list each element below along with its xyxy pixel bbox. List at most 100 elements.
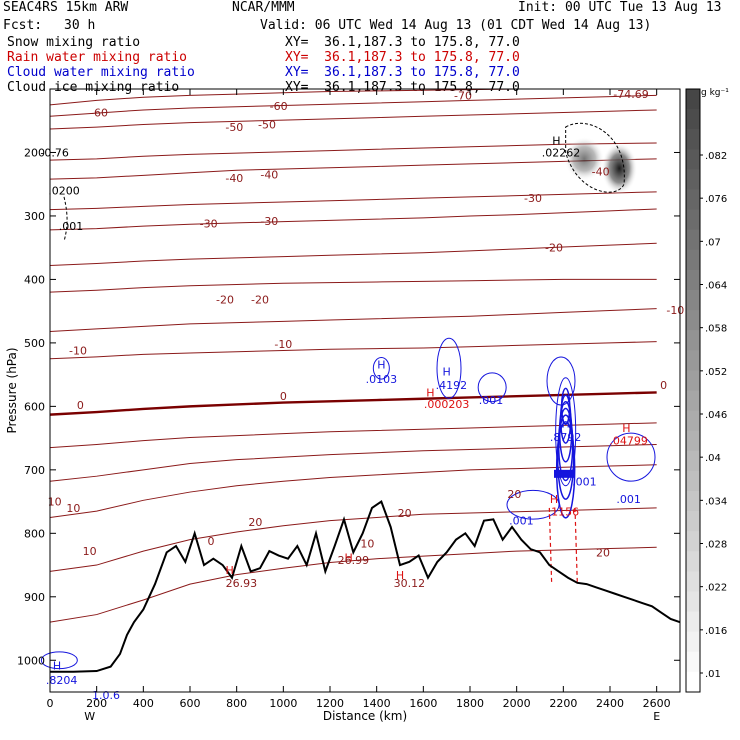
model-title: SEAC4RS 15km ARW bbox=[3, 0, 129, 15]
isotherm-label-3: -60 bbox=[270, 100, 288, 113]
colorbar-band-23 bbox=[686, 551, 700, 572]
cloud-water-contour-3 bbox=[546, 356, 576, 406]
cloud-water-label-8: .001 bbox=[616, 493, 641, 506]
x-tick-label-9: 1800 bbox=[456, 697, 484, 710]
cloud-water-label-1: .0103 bbox=[366, 373, 398, 386]
colorbar-band-13 bbox=[686, 350, 700, 371]
isotherm-label-2: -60 bbox=[90, 106, 108, 119]
colorbar-band-22 bbox=[686, 531, 700, 552]
y-tick-label-1: 300 bbox=[24, 210, 45, 223]
isotherm-label-23: 10 bbox=[83, 545, 97, 558]
isotherm-label-25: 20 bbox=[398, 507, 412, 520]
x-tick-label-13: 2600 bbox=[643, 697, 671, 710]
isotherm-label-29: 10 bbox=[360, 537, 374, 550]
colorbar-band-27 bbox=[686, 631, 700, 653]
isotherm-5 bbox=[49, 191, 657, 211]
isotherm-label-5: -50 bbox=[258, 119, 276, 132]
isotherm-6 bbox=[49, 208, 657, 231]
y-tick-label-8: 1000 bbox=[17, 654, 45, 667]
legend-rain-name: Rain water mixing ratio bbox=[7, 50, 188, 65]
isotherm-7 bbox=[49, 242, 657, 266]
isotherm-8 bbox=[49, 278, 657, 293]
cloud-water-label-9: .001 bbox=[509, 515, 534, 528]
colorbar-band-12 bbox=[686, 330, 700, 351]
snow-label-1: .02262 bbox=[542, 146, 581, 159]
colorbar-label-5: .052 bbox=[705, 367, 727, 378]
cloud-water-mid-band bbox=[554, 469, 575, 478]
colorbar-band-5 bbox=[686, 189, 700, 211]
isotherm-label-27: 20 bbox=[596, 546, 610, 559]
colorbar-label-10: .022 bbox=[705, 583, 727, 594]
isotherm-2 bbox=[49, 109, 657, 130]
cloud-water-label-2: H bbox=[443, 365, 451, 378]
colorbar-band-21 bbox=[686, 511, 700, 532]
colorbar-band-11 bbox=[686, 310, 700, 331]
x-tick-label-4: 800 bbox=[226, 697, 247, 710]
y-axis-label: Pressure (hPa) bbox=[5, 347, 19, 433]
x-tick-label-5: 1000 bbox=[269, 697, 297, 710]
colorbar-band-0 bbox=[686, 89, 700, 110]
x-tick-label-0: 0 bbox=[47, 697, 54, 710]
isotherm-11 bbox=[49, 391, 657, 416]
legend-snow-name: Snow mixing ratio bbox=[7, 35, 141, 50]
west-label: W bbox=[84, 710, 95, 723]
colorbar-band-4 bbox=[686, 169, 700, 190]
cloud-water-contour-7 bbox=[40, 651, 78, 670]
colorbar-band-3 bbox=[686, 149, 700, 170]
colorbar-band-6 bbox=[686, 209, 700, 231]
y-tick-label-2: 400 bbox=[24, 273, 45, 286]
isotherm-label-11: -30 bbox=[524, 192, 542, 205]
cloud-water-label-4: .001 bbox=[479, 394, 504, 407]
colorbar-label-11: .016 bbox=[705, 626, 727, 637]
colorbar-label-12: .01 bbox=[705, 669, 721, 680]
colorbar-frame bbox=[685, 88, 701, 693]
rain-label-1: .000203 bbox=[424, 398, 470, 411]
y-tick-label-5: 700 bbox=[24, 464, 45, 477]
isotherm-15 bbox=[49, 507, 657, 572]
isotherm-4 bbox=[49, 158, 657, 180]
init-label: Init: 00 UTC Tue 13 Aug 13 bbox=[518, 0, 722, 15]
rain-label-5: .1156 bbox=[548, 506, 580, 519]
colorbar-band-29 bbox=[686, 671, 700, 693]
colorbar-band-15 bbox=[686, 390, 700, 412]
colorbar-band-25 bbox=[686, 591, 700, 613]
east-label: E bbox=[653, 710, 660, 723]
isotherm-label-1: -74.69 bbox=[613, 88, 648, 101]
terrain-line bbox=[50, 500, 681, 673]
x-tick-label-12: 2400 bbox=[596, 697, 624, 710]
isotherm-label-4: -50 bbox=[225, 121, 243, 134]
colorbar-band-16 bbox=[686, 410, 700, 432]
isotherm-10 bbox=[49, 341, 657, 360]
cloud-water-label-0: H bbox=[377, 358, 385, 371]
rain-label-0: H bbox=[426, 386, 434, 399]
y-tick-label-6: 800 bbox=[24, 527, 45, 540]
x-tick-label-11: 2200 bbox=[549, 697, 577, 710]
cloud-water-label-6: .8792 bbox=[550, 431, 582, 444]
isotherm-0 bbox=[49, 88, 657, 106]
org-label: NCAR/MMM bbox=[232, 0, 295, 15]
colorbar-band-26 bbox=[686, 611, 700, 633]
x-axis-label: Distance (km) bbox=[323, 709, 407, 723]
isotherm-16 bbox=[49, 546, 657, 623]
cloud-water-label-7: .001 bbox=[572, 475, 597, 488]
cloud-water-contour-1 bbox=[436, 337, 462, 399]
rain-label-3: .04799 bbox=[609, 435, 648, 448]
colorbar-label-6: .046 bbox=[705, 410, 727, 421]
snow-label-4: .001 bbox=[59, 220, 84, 233]
x-tick-label-3: 600 bbox=[180, 697, 201, 710]
isotherm-label-14: -20 bbox=[545, 242, 563, 255]
colorbar-band-1 bbox=[686, 109, 700, 130]
x-tick-label-10: 2000 bbox=[503, 697, 531, 710]
colorbar-band-10 bbox=[686, 290, 700, 311]
legend-cloud-ice-name: Cloud ice mixing ratio bbox=[7, 80, 180, 95]
rain-label-8: H bbox=[396, 569, 404, 582]
isotherm-label-19: 0 bbox=[280, 390, 287, 403]
cloud-water-label-11: .8204 bbox=[46, 674, 78, 687]
colorbar-band-9 bbox=[686, 269, 700, 291]
isotherm-3 bbox=[49, 142, 657, 161]
rain-label-2: H bbox=[622, 422, 630, 435]
colorbar-label-3: .064 bbox=[705, 281, 727, 292]
y-tick-label-7: 900 bbox=[24, 591, 45, 604]
isotherm-label-8: -40 bbox=[592, 166, 610, 179]
